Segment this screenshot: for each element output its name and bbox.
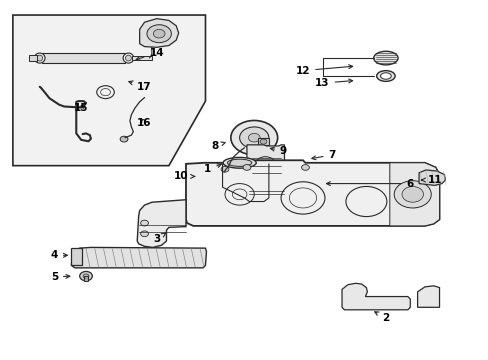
Circle shape [243, 165, 250, 170]
Text: 3: 3 [153, 233, 165, 244]
Polygon shape [13, 15, 205, 166]
Polygon shape [185, 160, 439, 226]
Bar [29, 55, 37, 61]
Ellipse shape [380, 73, 390, 79]
Text: 9: 9 [270, 145, 286, 156]
Polygon shape [71, 247, 206, 268]
Bar [258, 138, 268, 145]
Circle shape [248, 134, 260, 142]
Ellipse shape [373, 51, 397, 65]
Bar [83, 276, 88, 281]
Polygon shape [418, 170, 445, 185]
Text: 13: 13 [315, 78, 352, 88]
Ellipse shape [227, 159, 251, 166]
Text: 16: 16 [137, 118, 151, 128]
Ellipse shape [37, 55, 42, 61]
Circle shape [393, 181, 430, 208]
Circle shape [401, 186, 423, 202]
Text: 1: 1 [204, 164, 221, 174]
Ellipse shape [34, 53, 45, 63]
Polygon shape [389, 163, 439, 226]
Bar [249, 180, 283, 202]
Circle shape [301, 165, 309, 170]
Polygon shape [246, 145, 284, 183]
Text: 6: 6 [326, 179, 413, 189]
Polygon shape [341, 283, 409, 310]
Polygon shape [137, 200, 185, 247]
Text: 4: 4 [51, 250, 67, 260]
Bar [42, 53, 125, 63]
Ellipse shape [376, 71, 394, 81]
Circle shape [120, 136, 128, 142]
Text: 10: 10 [174, 171, 194, 181]
Text: 15: 15 [74, 103, 88, 113]
Polygon shape [417, 286, 439, 307]
Circle shape [260, 160, 270, 167]
Circle shape [83, 274, 89, 278]
Text: 8: 8 [211, 141, 224, 151]
Text: 5: 5 [51, 272, 70, 282]
Text: 7: 7 [311, 150, 335, 160]
Text: 11: 11 [421, 175, 441, 185]
Circle shape [147, 25, 171, 42]
Text: 14: 14 [136, 48, 163, 60]
Circle shape [221, 166, 228, 172]
Ellipse shape [125, 55, 131, 61]
Text: 17: 17 [129, 81, 152, 92]
Bar [71, 248, 82, 265]
Circle shape [255, 157, 275, 171]
Ellipse shape [223, 157, 256, 168]
Text: 12: 12 [295, 65, 352, 76]
Text: 2: 2 [374, 312, 389, 323]
Circle shape [141, 231, 148, 237]
Ellipse shape [218, 171, 226, 176]
Bar [132, 55, 152, 60]
Circle shape [141, 220, 148, 226]
Circle shape [230, 121, 277, 155]
Ellipse shape [123, 53, 134, 63]
Polygon shape [140, 19, 178, 47]
Circle shape [153, 30, 164, 38]
Circle shape [80, 271, 92, 281]
Circle shape [239, 127, 268, 148]
Circle shape [260, 139, 266, 144]
